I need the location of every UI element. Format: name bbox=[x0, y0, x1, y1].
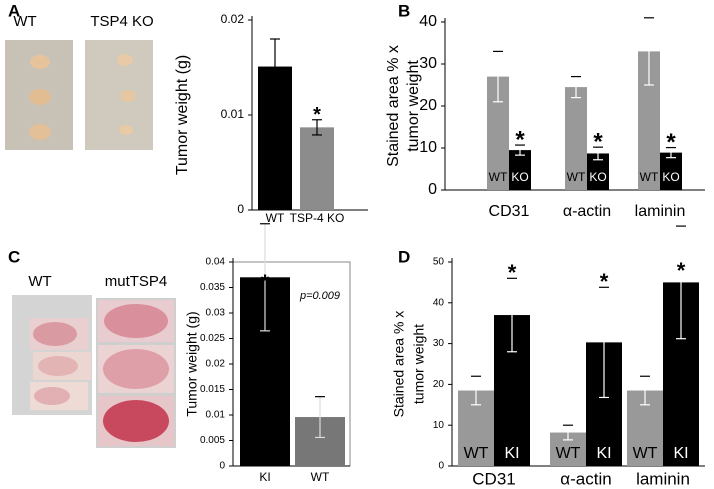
y-axis-label: Stained area % x bbox=[391, 311, 407, 418]
bar-label: WT bbox=[640, 170, 659, 184]
bar bbox=[638, 51, 660, 191]
x-tick-label: TSP-4 KO bbox=[290, 211, 345, 225]
y-tick-label: 30 bbox=[419, 55, 437, 72]
bar-label: WT bbox=[633, 445, 658, 462]
y-tick-label: 40 bbox=[433, 297, 445, 308]
x-tick-label: α-actin bbox=[560, 469, 611, 488]
bar-label: KO bbox=[662, 170, 679, 184]
error-bar bbox=[644, 17, 654, 86]
significance-marker: * bbox=[600, 269, 609, 294]
panel-label: D bbox=[398, 247, 410, 266]
y-tick-label: 10 bbox=[419, 139, 437, 156]
bar-label: KI bbox=[596, 445, 611, 462]
error-bar bbox=[507, 277, 517, 353]
error-bar bbox=[563, 424, 573, 441]
photos-a bbox=[5, 40, 153, 150]
y-tick-label: 0.03 bbox=[206, 308, 226, 319]
y-tick-label: 30 bbox=[433, 338, 445, 349]
x-tick-label: laminin bbox=[635, 203, 686, 220]
error-bar bbox=[471, 375, 481, 406]
bar-label: KI bbox=[673, 445, 688, 462]
x-tick-label: laminin bbox=[636, 469, 690, 488]
photos-c bbox=[12, 295, 176, 448]
photo-label: WT bbox=[13, 13, 36, 30]
bar-label: WT bbox=[567, 170, 586, 184]
bar-label: KO bbox=[511, 170, 528, 184]
error-bar bbox=[666, 146, 676, 159]
bar-label: KO bbox=[589, 170, 606, 184]
y-axis-label: Tumor weight (g) bbox=[174, 55, 191, 175]
y-axis-label: tumor weight bbox=[411, 324, 427, 404]
y-tick-label: 20 bbox=[433, 379, 445, 390]
y-tick-label: 0.005 bbox=[200, 435, 225, 446]
significance-marker: * bbox=[593, 129, 603, 156]
error-bar bbox=[493, 50, 503, 103]
error-bar bbox=[312, 119, 322, 136]
error-bar bbox=[515, 144, 525, 156]
error-bar bbox=[270, 38, 280, 95]
y-tick-label: 40 bbox=[419, 13, 437, 30]
error-bar bbox=[593, 146, 603, 161]
y-tick-label: 0 bbox=[219, 461, 225, 472]
significance-marker: * bbox=[666, 129, 676, 156]
error-bar bbox=[599, 286, 609, 399]
photo-label: mutTSP4 bbox=[105, 273, 168, 290]
bar bbox=[587, 153, 609, 190]
y-tick-label: 0.025 bbox=[200, 333, 225, 344]
y-tick-label: 0.04 bbox=[206, 257, 226, 268]
significance-marker: * bbox=[508, 260, 517, 285]
y-tick-label: 0 bbox=[237, 202, 244, 216]
panel-label: C bbox=[8, 247, 20, 266]
error-bar bbox=[315, 396, 325, 439]
y-axis-label: Tumor weight (g) bbox=[184, 311, 200, 416]
y-tick-label: 10 bbox=[433, 420, 445, 431]
significance-marker: * bbox=[261, 270, 270, 295]
x-tick-label: WT bbox=[266, 211, 285, 225]
bar bbox=[509, 150, 531, 190]
annotation: p=0.009 bbox=[299, 290, 340, 302]
significance-marker: * bbox=[677, 258, 686, 283]
y-tick-label: 20 bbox=[419, 97, 437, 114]
x-tick-label: CD31 bbox=[489, 203, 530, 220]
panel-label: B bbox=[398, 1, 410, 20]
error-bar bbox=[640, 375, 650, 406]
y-tick-label: 0.01 bbox=[206, 410, 226, 421]
y-tick-label: 50 bbox=[433, 257, 445, 268]
error-bar bbox=[260, 223, 270, 332]
bar bbox=[565, 87, 587, 190]
y-tick-label: 0 bbox=[428, 181, 437, 198]
x-tick-label: KI bbox=[259, 470, 270, 484]
y-tick-label: 0.035 bbox=[200, 282, 225, 293]
y-tick-label: 0.015 bbox=[200, 384, 225, 395]
bar-label: WT bbox=[464, 445, 489, 462]
photo-label: WT bbox=[28, 273, 51, 290]
bar-label: WT bbox=[556, 445, 581, 462]
y-axis-label: tumor weight bbox=[405, 60, 422, 152]
bar bbox=[660, 152, 682, 190]
significance-marker: * bbox=[313, 104, 321, 126]
x-tick-label: WT bbox=[311, 470, 330, 484]
error-bar bbox=[571, 75, 581, 99]
y-tick-label: 0 bbox=[438, 461, 444, 472]
x-tick-label: α-actin bbox=[563, 203, 611, 220]
y-tick-label: 0.01 bbox=[221, 107, 245, 121]
bar bbox=[300, 127, 334, 210]
bar-label: WT bbox=[489, 170, 508, 184]
significance-marker: * bbox=[515, 126, 525, 153]
photo-label: TSP4 KO bbox=[90, 13, 153, 30]
y-tick-label: 0.02 bbox=[206, 359, 226, 370]
y-tick-label: 0.02 bbox=[221, 12, 245, 26]
bar-label: KI bbox=[504, 445, 519, 462]
bar bbox=[487, 76, 509, 190]
x-tick-label: CD31 bbox=[472, 469, 515, 488]
y-axis-label: Stained area % x bbox=[385, 45, 402, 167]
panel-label: A bbox=[8, 1, 20, 20]
error-bar bbox=[676, 225, 686, 340]
